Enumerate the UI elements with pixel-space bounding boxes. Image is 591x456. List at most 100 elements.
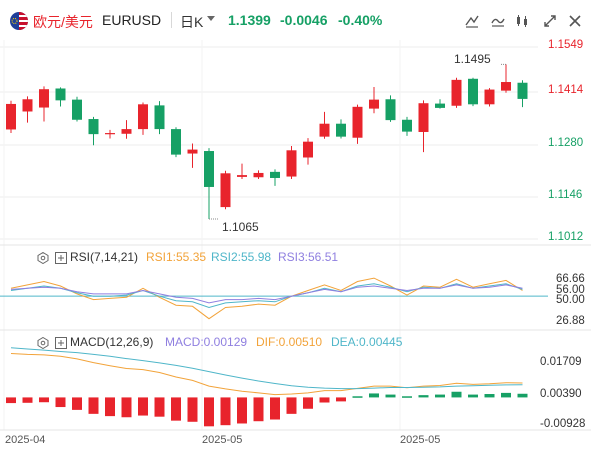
- header-divider: [171, 12, 172, 28]
- price-axis-label: 1.1146: [548, 189, 583, 201]
- dea-line: [10, 347, 523, 390]
- candle: [402, 116, 412, 136]
- candle-body: [484, 89, 495, 105]
- candle-body: [501, 82, 511, 91]
- macd-bar: [187, 397, 198, 422]
- settings-icon[interactable]: [55, 251, 67, 264]
- macd-bar: [352, 396, 363, 398]
- price-change: -0.0046: [280, 12, 328, 28]
- chart-grid: [0, 40, 591, 431]
- price-axis-label: 1.1414: [548, 84, 584, 96]
- candle-body: [468, 78, 478, 105]
- candle-body: [369, 99, 379, 109]
- macd-bar: [369, 393, 379, 398]
- macd-bar: [204, 397, 214, 427]
- macd-bar: [286, 397, 297, 414]
- chevron-down-icon[interactable]: [207, 16, 215, 21]
- macd-bar: [435, 394, 445, 398]
- macd-bar: [336, 397, 346, 402]
- candle: [385, 95, 396, 122]
- macd-bar: [253, 397, 264, 422]
- macd-bar: [385, 394, 396, 398]
- macd-bar: [121, 397, 132, 418]
- candle-body: [303, 141, 313, 158]
- macd-bar: [220, 397, 231, 426]
- candle: [105, 129, 115, 139]
- candle: [369, 87, 379, 114]
- macd-bar: [468, 394, 478, 398]
- eye-icon[interactable]: [37, 336, 49, 350]
- macd-bar: [484, 394, 495, 398]
- candle-body: [187, 149, 198, 154]
- candle: [39, 86, 49, 122]
- dif-line: [10, 353, 523, 396]
- candle: [138, 102, 148, 135]
- candle: [55, 87, 66, 107]
- candle-body: [138, 104, 148, 130]
- macd-bar: [154, 397, 165, 417]
- candle-body: [402, 119, 412, 132]
- price-axis-label: 1.1280: [548, 137, 584, 149]
- rsi-axis-label: 26.88: [556, 315, 585, 327]
- candle: [171, 127, 181, 158]
- candle-body: [237, 175, 247, 177]
- candle: [286, 145, 297, 180]
- candle: [22, 96, 33, 123]
- draw-line-icon[interactable]: [464, 13, 480, 29]
- macd-bar: [237, 397, 247, 424]
- high-annotation: 1.1495: [454, 52, 491, 66]
- price-axis-label: 1.1012: [548, 231, 584, 243]
- settings-icon[interactable]: [55, 336, 67, 349]
- candle: [336, 119, 346, 139]
- candle-body: [385, 99, 396, 121]
- close-icon[interactable]: [567, 13, 583, 29]
- candle: [220, 170, 231, 210]
- candle-body: [154, 105, 165, 130]
- candle: [88, 116, 99, 146]
- macd-bar: [138, 397, 148, 416]
- x-axis-label: 2025-05: [400, 434, 441, 446]
- candle-body: [435, 103, 445, 108]
- candle: [303, 138, 313, 165]
- fullscreen-icon[interactable]: [542, 13, 558, 29]
- candle-body: [171, 129, 181, 155]
- period-selector[interactable]: 日K: [180, 14, 204, 30]
- x-axis-label: 2025-04: [5, 434, 46, 446]
- rsi3-line: [10, 284, 523, 304]
- candle-body: [336, 123, 346, 137]
- candle-body: [88, 119, 99, 135]
- candle: [484, 88, 495, 107]
- rsi-lines: [0, 277, 548, 320]
- candle-body: [319, 123, 330, 137]
- candle: [6, 100, 16, 134]
- macd-bar: [105, 397, 115, 417]
- macd-lines: [6, 347, 528, 427]
- candle-body: [72, 99, 82, 120]
- macd-bar: [39, 397, 49, 403]
- candle: [72, 96, 82, 122]
- macd-bar: [517, 393, 528, 398]
- candle: [237, 163, 247, 180]
- rsi-name: RSI(7,14,21): [70, 250, 139, 264]
- candle: [121, 120, 132, 139]
- candle-body: [39, 89, 49, 108]
- compare-icon[interactable]: [490, 13, 506, 29]
- candle: [204, 148, 214, 219]
- macd-bar: [319, 397, 330, 403]
- price-change-percent: -0.40%: [338, 12, 383, 28]
- candle-body: [418, 103, 429, 132]
- candle: [187, 143, 198, 168]
- rsi-axis-label: 56.00: [556, 284, 585, 296]
- macd-bar: [402, 396, 412, 398]
- symbol-name[interactable]: 欧元/美元: [33, 14, 93, 30]
- eye-icon[interactable]: [37, 251, 49, 265]
- dea-value: DEA:0.00445: [331, 335, 403, 349]
- rsi3-value: RSI3:56.51: [278, 250, 339, 264]
- indicators-icon[interactable]: [514, 13, 530, 29]
- macd-value: MACD:0.00129: [165, 335, 248, 349]
- rsi1-value: RSI1:55.35: [146, 250, 207, 264]
- candle: [451, 77, 462, 108]
- candle-body: [270, 171, 280, 178]
- macd-axis-label: 0.00390: [540, 388, 582, 400]
